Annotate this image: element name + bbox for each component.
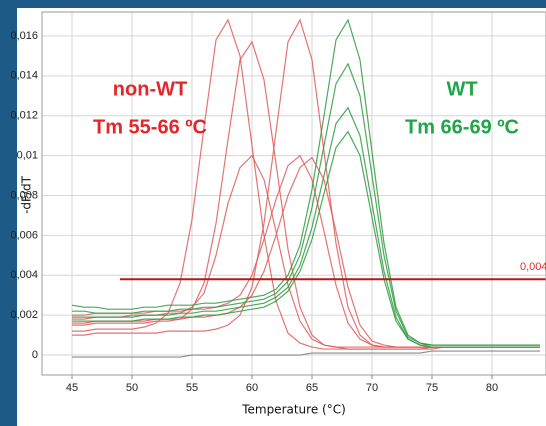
x-tick-label: 50 [126, 382, 138, 394]
x-tick-label: 45 [66, 382, 78, 394]
x-tick-label: 75 [426, 382, 438, 394]
x-tick-label: 80 [486, 382, 498, 394]
y-tick-label: 0,01 [17, 150, 38, 162]
y-tick-label: 0,002 [10, 309, 38, 321]
melt-curve [72, 106, 540, 346]
y-tick-label: 0,012 [10, 110, 38, 122]
y-tick-label: 0 [32, 349, 38, 361]
x-tick-label: 60 [246, 382, 258, 394]
y-tick-label: 0,006 [10, 229, 38, 241]
x-axis-title: Temperature (°C) [241, 403, 346, 417]
annotation: WT [446, 78, 477, 100]
annotation: Tm 55-66 ºC [93, 116, 207, 138]
annotation: Tm 66-69 ºC [405, 116, 519, 138]
melt-curve [72, 130, 540, 348]
annotation: non-WT [113, 78, 187, 100]
threshold-label: 0,004 [520, 261, 546, 273]
melt-curve [72, 350, 540, 358]
y-tick-label: 0,016 [10, 30, 38, 42]
x-tick-label: 65 [306, 382, 318, 394]
plot-area [71, 18, 546, 358]
y-tick-label: 0,004 [10, 269, 38, 281]
y-tick-label: 0,008 [10, 189, 38, 201]
y-axis-title: -dF/dT [20, 175, 34, 214]
x-tick-label: 55 [186, 382, 198, 394]
x-tick-label: 70 [366, 382, 378, 394]
y-tick-label: 0,014 [10, 70, 38, 82]
plot-frame [41, 11, 546, 376]
